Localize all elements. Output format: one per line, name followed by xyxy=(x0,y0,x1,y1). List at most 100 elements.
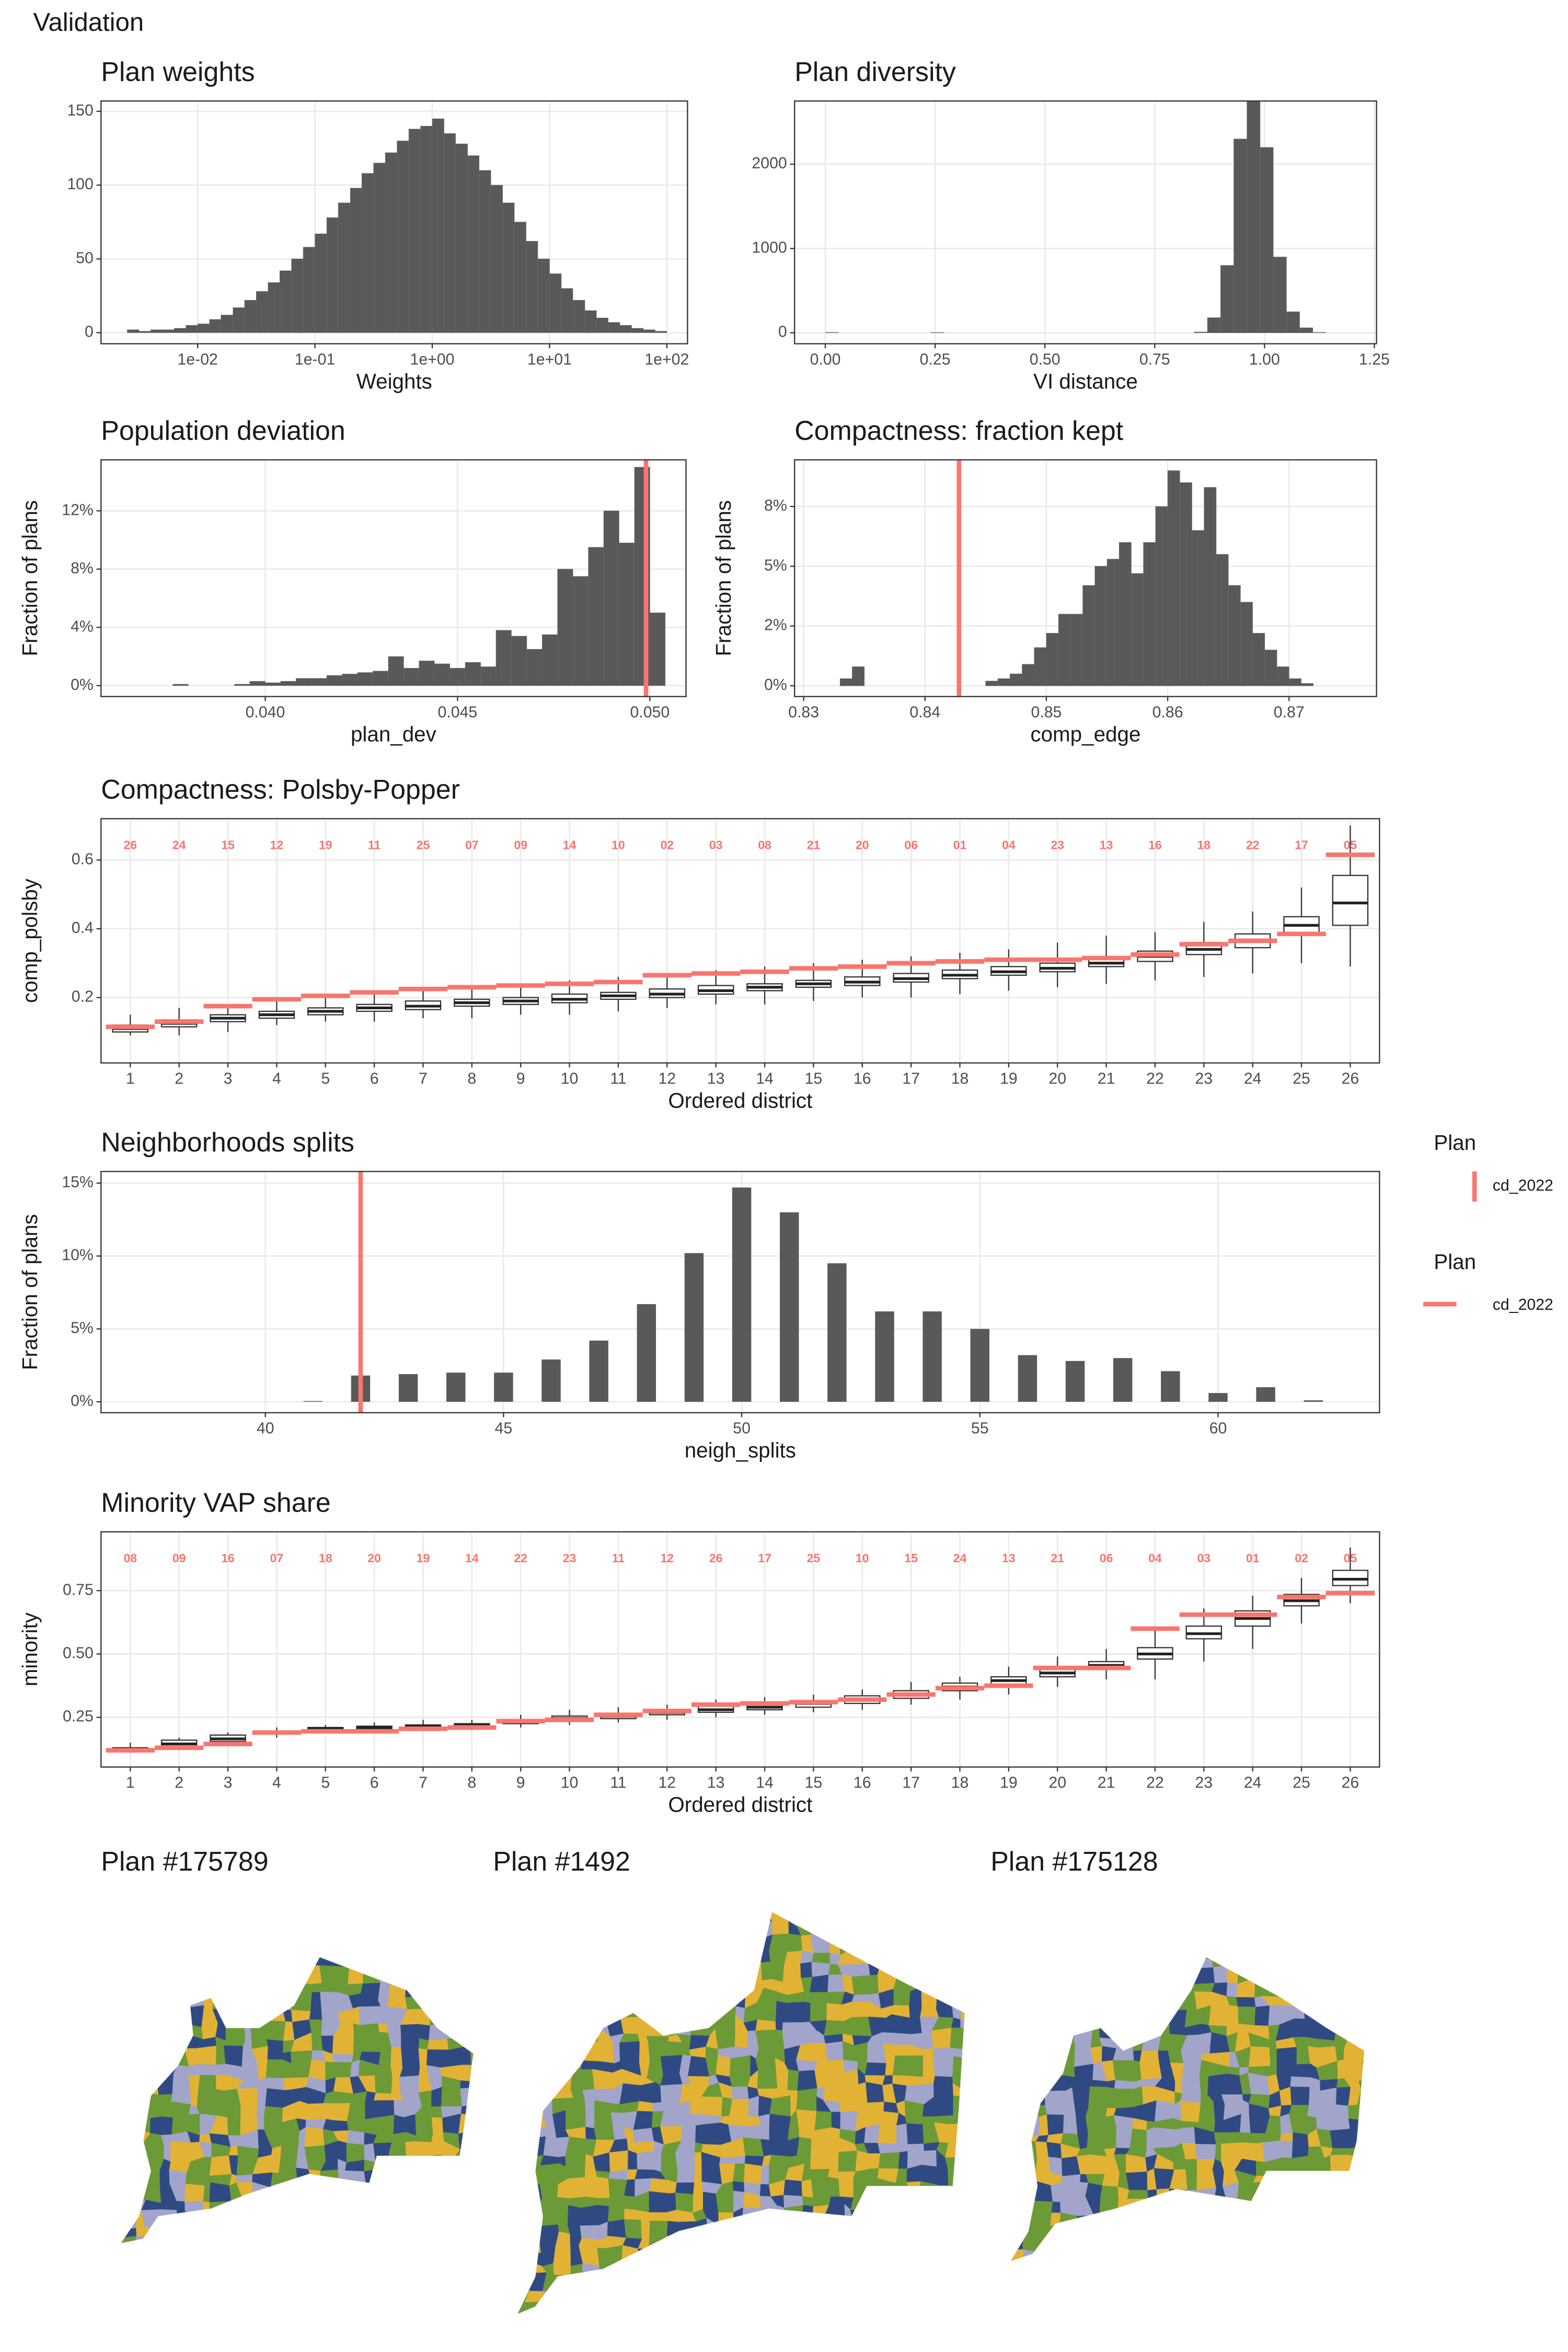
precinct xyxy=(487,2011,497,2020)
district-label: 08 xyxy=(123,1551,137,1565)
precinct xyxy=(1208,2238,1230,2258)
precinct xyxy=(1102,2172,1121,2188)
precinct xyxy=(1167,2236,1190,2257)
precinct xyxy=(107,2026,117,2036)
precinct xyxy=(156,2046,178,2066)
precinct xyxy=(120,2159,122,2173)
precinct xyxy=(581,2003,602,2022)
x-tick-label: 14 xyxy=(756,1774,774,1792)
precinct xyxy=(1091,2222,1104,2245)
precinct xyxy=(348,1957,368,1968)
district-label: 13 xyxy=(1002,1551,1016,1565)
precinct xyxy=(606,2245,624,2268)
precinct xyxy=(662,2278,682,2291)
precinct xyxy=(773,2272,786,2295)
precinct xyxy=(810,1933,831,1954)
precinct xyxy=(106,2211,117,2231)
precinct xyxy=(195,2045,217,2066)
precinct xyxy=(419,2090,433,2108)
precinct xyxy=(359,2006,382,2026)
precinct xyxy=(1373,2010,1392,2023)
precinct xyxy=(1371,2146,1392,2159)
precinct xyxy=(1051,2183,1063,2203)
precinct xyxy=(580,2205,600,2227)
precinct xyxy=(796,2109,817,2131)
precinct xyxy=(241,1979,255,1998)
precinct xyxy=(378,2023,389,2034)
precinct xyxy=(420,1996,430,2010)
precinct xyxy=(730,2290,750,2303)
precinct xyxy=(547,2316,554,2332)
precinct xyxy=(884,2303,896,2314)
map xyxy=(1009,1956,1392,2263)
precinct xyxy=(732,2181,745,2193)
precinct xyxy=(1262,1957,1285,1959)
precinct xyxy=(769,1933,790,1953)
bar xyxy=(1216,554,1229,686)
precinct xyxy=(867,2303,887,2314)
precinct xyxy=(661,1901,680,1909)
precinct xyxy=(517,1977,534,1990)
precinct xyxy=(919,2259,935,2281)
precinct xyxy=(250,2212,273,2226)
precinct xyxy=(579,2289,595,2308)
precinct xyxy=(619,2312,642,2314)
precinct xyxy=(798,1911,815,1915)
precinct xyxy=(1303,2214,1326,2226)
precinct xyxy=(524,2301,548,2314)
precinct xyxy=(1142,1994,1162,2012)
x-tick-label: 25 xyxy=(1293,1070,1310,1087)
precinct xyxy=(1332,1957,1353,1974)
precinct xyxy=(1112,2060,1136,2083)
precinct xyxy=(662,2304,683,2314)
precinct xyxy=(1304,2250,1319,2262)
x-tick-label: 1e+00 xyxy=(410,351,455,368)
precinct xyxy=(1099,2224,1121,2245)
precinct xyxy=(826,2236,845,2250)
precinct xyxy=(979,2048,992,2058)
precinct xyxy=(625,1965,639,1977)
precinct xyxy=(1320,1978,1332,2001)
precinct xyxy=(472,2215,474,2224)
precinct xyxy=(624,2195,636,2211)
bar xyxy=(1022,664,1035,686)
district-label: 26 xyxy=(709,1551,723,1565)
precinct xyxy=(1088,2086,1109,2109)
precinct xyxy=(185,2184,206,2203)
district-label: 08 xyxy=(758,838,771,851)
precinct xyxy=(1279,2181,1296,2203)
precinct xyxy=(387,1966,407,1986)
precinct xyxy=(962,2090,965,2098)
precinct xyxy=(1010,2141,1023,2161)
precinct xyxy=(677,1911,697,1922)
precinct xyxy=(337,2185,349,2199)
bar xyxy=(526,241,538,333)
precinct xyxy=(159,1957,174,1959)
precinct xyxy=(1100,1993,1122,2013)
precinct xyxy=(552,2048,573,2062)
bar xyxy=(209,319,222,333)
precinct xyxy=(715,2233,736,2252)
precinct xyxy=(571,2002,584,2022)
precinct xyxy=(838,2304,859,2314)
precinct xyxy=(543,2136,559,2158)
precinct xyxy=(1157,2238,1171,2257)
precinct xyxy=(269,1991,284,2014)
precinct xyxy=(1265,2210,1279,2226)
bar xyxy=(1094,566,1108,686)
precinct xyxy=(596,1974,612,1997)
precinct xyxy=(812,1893,831,1908)
bar xyxy=(342,674,358,686)
precinct xyxy=(675,2249,690,2264)
precinct xyxy=(593,2303,615,2314)
precinct xyxy=(1254,2005,1271,2027)
precinct xyxy=(517,2183,521,2193)
precinct xyxy=(625,1991,639,2005)
precinct xyxy=(720,2141,733,2159)
precinct xyxy=(472,2173,474,2185)
precinct xyxy=(744,2232,760,2254)
precinct xyxy=(1059,2225,1078,2244)
x-tick-label: 21 xyxy=(1098,1774,1115,1792)
precinct xyxy=(1374,2217,1390,2230)
precinct xyxy=(454,2006,470,2023)
